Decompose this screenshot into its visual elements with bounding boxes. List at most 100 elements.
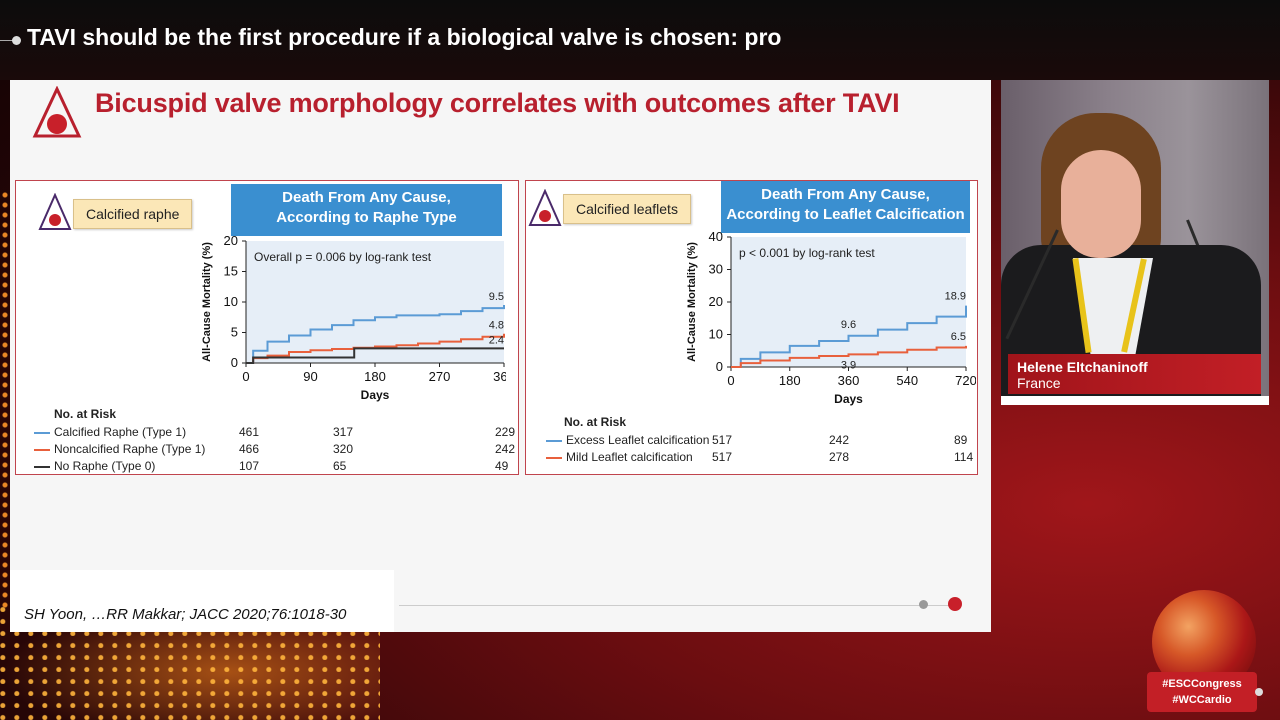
plot-area	[731, 237, 966, 367]
series-line	[731, 305, 967, 368]
risk-row: Noncalcified Raphe (Type 1) 466 320 242	[34, 441, 515, 458]
series-line	[246, 347, 504, 364]
speaker-country: France	[1017, 375, 1061, 391]
risk-row-label: Noncalcified Raphe (Type 1)	[54, 442, 206, 456]
leaflet-banner-line2: According to Leaflet Calcification	[726, 206, 965, 223]
y-tick-label: 5	[231, 325, 238, 340]
raphe-banner-line1: Death From Any Cause,	[282, 189, 451, 206]
leaflet-banner-line1: Death From Any Cause,	[761, 186, 930, 203]
series-end-label: 2.4	[489, 334, 504, 346]
slide-progress-dot-previous[interactable]	[919, 600, 928, 609]
leaflet-risk-table: No. at Risk Excess Leaflet calcification…	[546, 415, 974, 466]
risk-header: No. at Risk	[564, 415, 627, 429]
y-tick-label: 0	[716, 359, 723, 374]
risk-row: No Raphe (Type 0) 107 65 49	[34, 458, 508, 475]
legend-swatch	[546, 456, 562, 459]
risk-count: 89	[954, 433, 968, 447]
y-tick-label: 15	[224, 264, 238, 279]
risk-row-label: No Raphe (Type 0)	[54, 459, 156, 473]
x-axis-label: Days	[361, 388, 390, 402]
slide-progress-track	[399, 605, 959, 606]
calcified-raphe-tag: Calcified raphe	[73, 199, 193, 229]
y-tick-label: 30	[709, 262, 723, 277]
raphe-chart-banner: Death From Any Cause, According to Raphe…	[231, 184, 502, 236]
y-tick-label: 20	[224, 235, 238, 248]
series-end-label: 4.8	[489, 320, 504, 332]
risk-count: 278	[829, 450, 850, 464]
slide-progress-dot-current[interactable]	[948, 597, 962, 611]
x-tick-label: 180	[364, 369, 386, 384]
y-tick-label: 10	[224, 294, 238, 309]
legend-swatch	[34, 431, 50, 434]
leaflet-chart-banner: Death From Any Cause, According to Leafl…	[721, 181, 970, 233]
y-axis-label: All-Cause Mortality (%)	[201, 242, 213, 362]
esc-logo-icon	[32, 86, 82, 138]
citation-box: SH Yoon, …RR Makkar; JACC 2020;76:1018-3…	[10, 570, 394, 632]
x-tick-label: 360	[493, 369, 506, 384]
speaker-video: Helene Eltchaninoff France	[1001, 80, 1269, 405]
plot-area	[246, 241, 504, 363]
x-axis-label: Days	[834, 392, 863, 406]
risk-row-label: Calcified Raphe (Type 1)	[54, 425, 187, 439]
series-end-label: 18.9	[945, 291, 966, 303]
title-bar-dot	[12, 36, 21, 45]
x-tick-label: 540	[896, 373, 918, 388]
citation-text: SH Yoon, …RR Makkar; JACC 2020;76:1018-3…	[24, 606, 347, 623]
series-line	[246, 305, 505, 364]
leaflet-km-chart: p < 0.001 by log-rank test 0 10 20 30 40 0 180 3…	[686, 231, 976, 406]
risk-row-label: Mild Leaflet calcification	[566, 450, 693, 464]
presentation-slide: Bicuspid valve morphology correlates wit…	[10, 80, 991, 632]
risk-count: 317	[333, 425, 354, 439]
risk-count: 114	[954, 450, 974, 464]
session-title: TAVI should be the first procedure if a …	[27, 24, 782, 50]
x-tick-label: 360	[838, 373, 860, 388]
risk-count: 320	[333, 442, 354, 456]
x-tick-label: 0	[242, 369, 249, 384]
speaker-nameplate: Helene Eltchaninoff France	[1008, 354, 1261, 394]
risk-count: 517	[712, 433, 733, 447]
x-tick-label: 90	[303, 369, 317, 384]
risk-count: 49	[495, 459, 509, 473]
hashtag-badge: #ESCCongress #WCCardio	[1147, 672, 1257, 712]
raphe-panel: Calcified raphe Death From Any Cause, Ac…	[15, 180, 519, 475]
raphe-banner-line2: According to Raphe Type	[276, 209, 457, 226]
risk-row: Mild Leaflet calcification 517 278 114	[546, 449, 974, 466]
risk-count: 466	[239, 442, 260, 456]
decorative-bokeh-left	[0, 190, 12, 610]
risk-count: 242	[495, 442, 516, 456]
esc-mini-logo-icon	[528, 189, 562, 226]
series-end-label: 6.5	[951, 331, 966, 343]
legend-swatch	[34, 448, 50, 451]
speaker-name: Helene Eltchaninoff	[1017, 359, 1148, 375]
series-mid-label: 9.6	[841, 319, 856, 331]
y-tick-label: 10	[709, 327, 723, 342]
title-bar-line	[0, 40, 14, 41]
speaker-face	[1061, 150, 1141, 258]
risk-row: Calcified Raphe (Type 1) 461 317 229	[34, 424, 515, 441]
y-tick-label: 20	[709, 294, 723, 309]
session-title-bar: TAVI should be the first procedure if a …	[0, 0, 1280, 80]
y-tick-label: 0	[231, 355, 238, 370]
risk-count: 517	[712, 450, 733, 464]
series-mid-label: 3.9	[841, 359, 856, 371]
video-bottom-bar	[1001, 396, 1269, 405]
y-tick-label: 40	[709, 231, 723, 244]
risk-count: 242	[829, 433, 850, 447]
esc-mini-logo-icon	[38, 193, 72, 230]
risk-count: 229	[495, 425, 516, 439]
legend-swatch	[34, 465, 50, 468]
pvalue-annotation: Overall p = 0.006 by log-rank test	[254, 250, 432, 264]
x-tick-label: 720	[955, 373, 976, 388]
x-tick-label: 0	[727, 373, 734, 388]
raphe-km-chart: Overall p = 0.006 by log-rank test 0 5 10 15…	[201, 235, 506, 402]
series-line	[731, 345, 967, 368]
series-end-label: 9.5	[489, 291, 504, 303]
risk-header: No. at Risk	[54, 407, 117, 421]
raphe-risk-table: No. at Risk Calcified Raphe (Type 1) 461 3…	[34, 407, 515, 475]
calcified-leaflets-tag: Calcified leaflets	[563, 194, 691, 224]
risk-count: 65	[333, 459, 347, 473]
risk-count: 461	[239, 425, 260, 439]
decorative-dot	[1255, 688, 1263, 696]
hashtag-esc: #ESCCongress	[1162, 678, 1242, 690]
x-tick-label: 180	[779, 373, 801, 388]
